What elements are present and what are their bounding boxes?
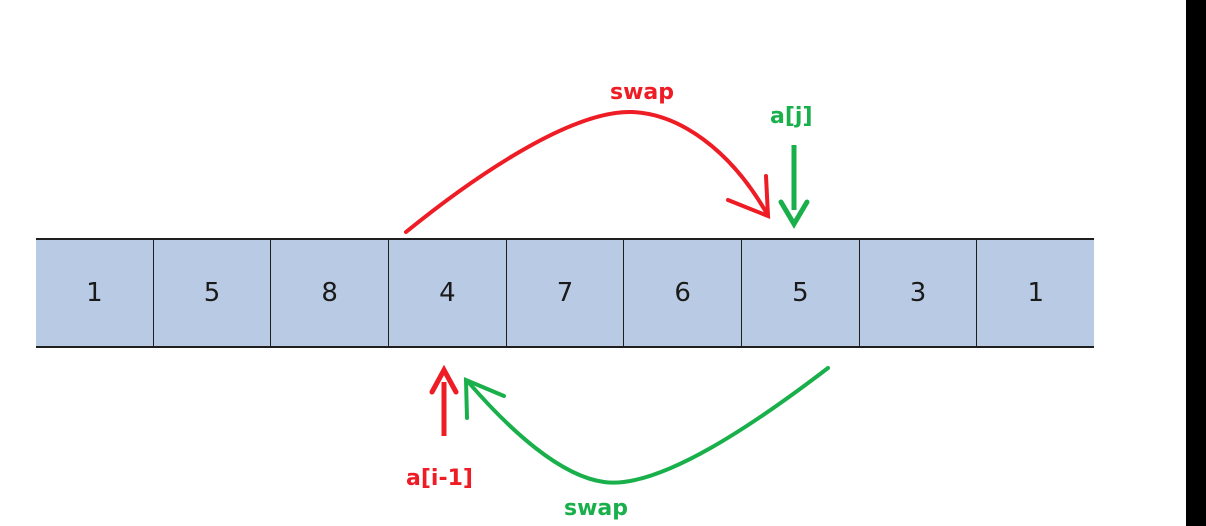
array-cell-6: 5: [741, 240, 859, 346]
array-row: 1 5 8 4 7 6 5 3 1: [36, 238, 1095, 348]
array-cell-1: 5: [152, 240, 271, 346]
array-cell-7: 3: [858, 240, 977, 346]
array-cell-4: 7: [505, 240, 624, 346]
swap-bottom-arrowhead-icon: [463, 376, 506, 420]
pointer-j-label: a[j]: [770, 104, 813, 129]
window-edge: [1186, 0, 1206, 526]
pointer-i-minus-1-label: a[i-1]: [406, 466, 473, 491]
pointer-j-arrowhead-icon: [778, 199, 810, 229]
array-cell-3: 4: [388, 240, 506, 346]
array-cell-0: 1: [36, 240, 153, 346]
swap-top-arrow: [404, 109, 768, 234]
array-cell-5: 6: [623, 240, 742, 346]
array-cell-2: 8: [270, 240, 389, 346]
pointer-i-minus-1-arrowhead-icon: [429, 364, 459, 395]
swap-top-label: swap: [610, 80, 675, 105]
array-cell-8: 1: [976, 240, 1095, 346]
swap-bottom-label: swap: [564, 496, 629, 521]
swap-bottom-arrow: [468, 366, 830, 485]
swap-top-arrowhead-icon: [726, 174, 771, 220]
